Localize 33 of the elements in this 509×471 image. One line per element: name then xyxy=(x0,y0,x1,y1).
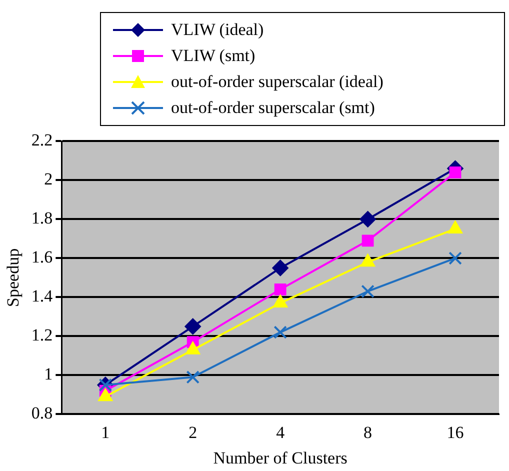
point xyxy=(362,234,374,247)
y-tick-label: 0.8 xyxy=(31,404,53,423)
y-tick-label: 2 xyxy=(44,170,53,189)
legend-label: out-of-order superscalar (smt) xyxy=(171,98,375,118)
y-tick-label: 2.2 xyxy=(31,130,53,150)
y-tick-label: 1.6 xyxy=(31,248,53,267)
x-tick-label: 2 xyxy=(188,422,198,442)
point xyxy=(360,254,375,267)
legend-label: VLIW (ideal) xyxy=(171,20,264,40)
legend-label: out-of-order superscalar (ideal) xyxy=(171,72,384,92)
point xyxy=(98,388,112,402)
y-tick-label: 1.8 xyxy=(31,208,53,228)
y-tick-label: 1 xyxy=(44,364,53,384)
x-tick-label: 4 xyxy=(276,422,286,442)
point xyxy=(449,166,462,178)
point xyxy=(186,370,200,384)
legend-label: VLIW (smt) xyxy=(171,46,256,66)
point xyxy=(448,252,462,265)
point xyxy=(272,260,288,276)
y-tick-label: 1.2 xyxy=(31,326,53,345)
y-axis-title: Speedup xyxy=(4,248,23,307)
point xyxy=(184,318,201,334)
y-tick-label: 1.4 xyxy=(31,286,54,306)
x-tick-label: 16 xyxy=(446,422,464,442)
point xyxy=(274,326,287,339)
point xyxy=(273,295,288,308)
x-tick-label: 1 xyxy=(101,422,110,442)
point xyxy=(274,283,286,296)
point xyxy=(186,342,200,354)
x-axis-title: Number of Clusters xyxy=(213,448,348,468)
point xyxy=(361,284,374,298)
point xyxy=(360,211,376,228)
x-tick-label: 8 xyxy=(364,422,372,442)
